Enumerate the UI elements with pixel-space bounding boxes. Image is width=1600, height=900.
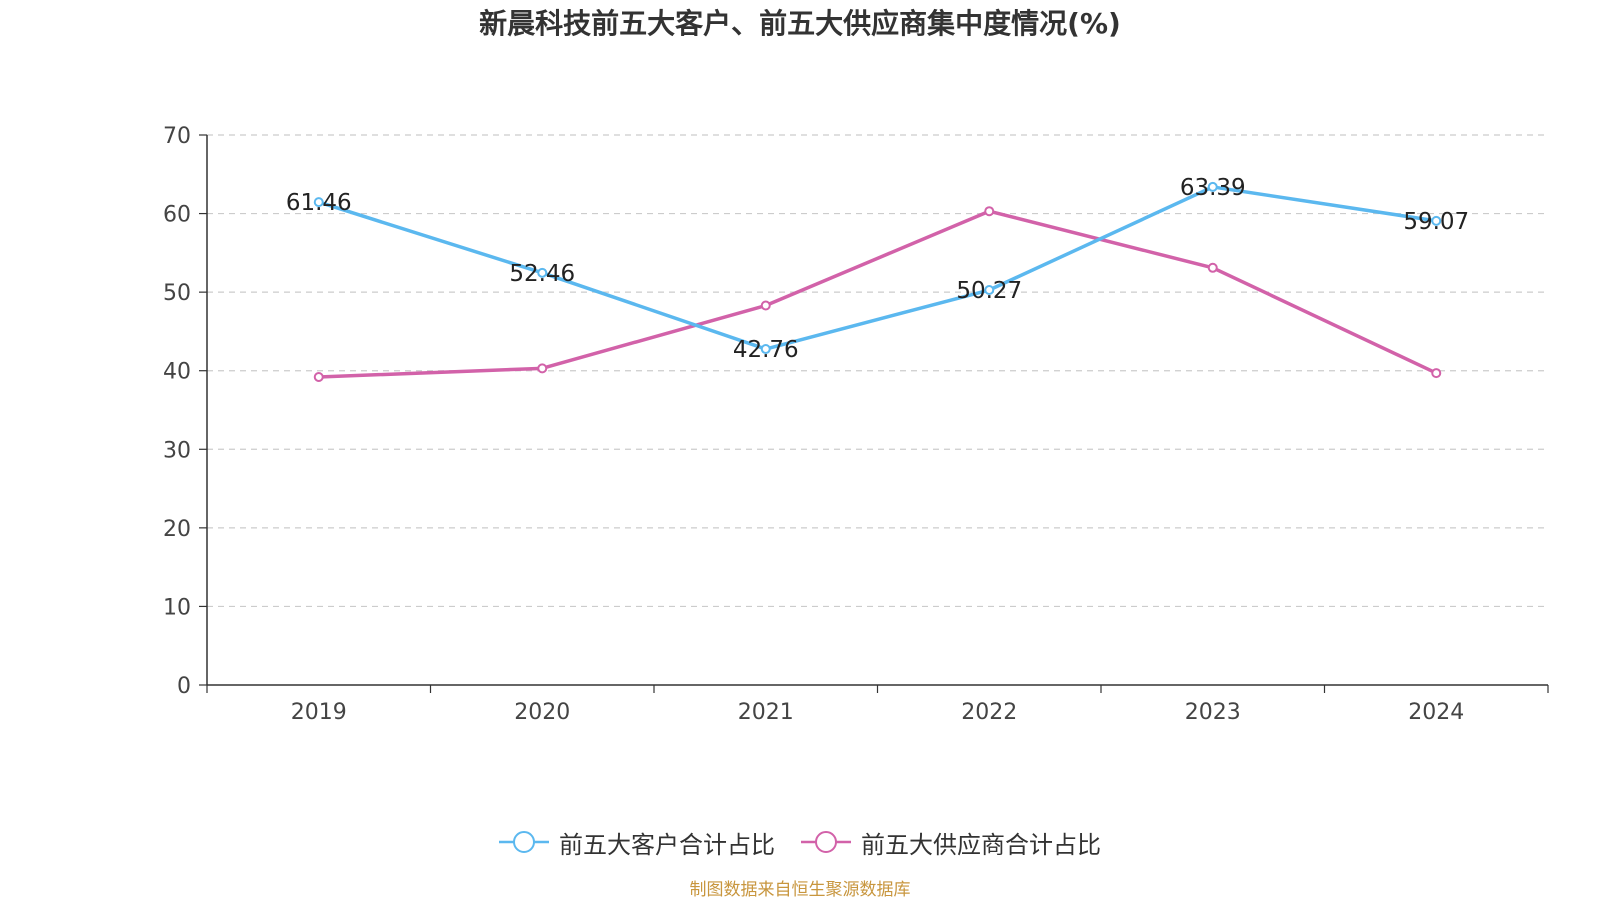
x-tick-label-2020: 2020	[514, 700, 570, 725]
x-tick-label-2019: 2019	[291, 700, 347, 725]
series-0-point-2023	[1207, 181, 1218, 192]
series-1-point-2024	[1431, 368, 1442, 379]
data-labels: 61.46 52.46 42.76 50.27 63.39 59.07	[286, 175, 1469, 363]
data-label-2022: 50.27	[956, 278, 1022, 304]
x-tick-label-2022: 2022	[961, 700, 1017, 725]
y-tick-label-70: 70	[163, 124, 191, 149]
series-lines	[313, 181, 1442, 382]
series-1-point-2020	[537, 363, 548, 374]
y-tick-label-40: 40	[163, 360, 191, 385]
x-tick-label-2023: 2023	[1185, 700, 1241, 725]
series-0-point-2020	[537, 267, 548, 278]
axes: 0 10 20 30 40 50 60 70 2019 2020 2021 2022 2023 2024	[163, 124, 1549, 725]
series-0-point-2019	[313, 197, 324, 208]
data-label-2019: 61.46	[286, 190, 352, 216]
data-label-2020: 52.46	[509, 261, 575, 287]
y-tick-label-30: 30	[163, 438, 191, 463]
legend-swatch-suppliers	[801, 831, 851, 853]
y-tick-label-50: 50	[163, 281, 191, 306]
chart-title: 新晨科技前五大客户、前五大供应商集中度情况(%)	[479, 7, 1121, 40]
data-label-2024: 59.07	[1403, 209, 1469, 235]
series-1-point-2023	[1207, 262, 1218, 273]
data-label-2021: 42.76	[733, 337, 799, 363]
legend-item-suppliers[interactable]: 前五大供应商合计占比	[801, 825, 1101, 860]
y-tick-label-0: 0	[177, 674, 191, 699]
legend-label-suppliers: 前五大供应商合计占比	[861, 830, 1101, 859]
y-tick-label-20: 20	[163, 517, 191, 542]
legend-item-customers[interactable]: 前五大客户合计占比	[499, 825, 775, 860]
y-tick-label-10: 10	[163, 595, 191, 620]
series-0-point-2022	[984, 285, 995, 296]
source-note: 制图数据来自恒生聚源数据库	[689, 880, 911, 900]
series-0-point-2021	[760, 344, 771, 355]
legend-label-customers: 前五大客户合计占比	[559, 830, 775, 859]
x-tick-label-2021: 2021	[738, 700, 794, 725]
legend: 前五大客户合计占比 前五大供应商合计占比	[0, 822, 1600, 862]
series-line-0	[318, 185, 1437, 351]
legend-swatch-customers	[499, 831, 549, 853]
y-tick-label-60: 60	[163, 203, 191, 228]
series-line-1	[318, 209, 1437, 379]
data-label-2023: 63.39	[1180, 175, 1246, 201]
series-1-point-2022	[984, 206, 995, 217]
x-tick-label-2024: 2024	[1408, 700, 1464, 725]
series-1-point-2019	[313, 372, 324, 382]
grid-lines	[207, 134, 1548, 608]
series-1-point-2021	[760, 300, 771, 311]
series-0-point-2024	[1431, 215, 1442, 226]
